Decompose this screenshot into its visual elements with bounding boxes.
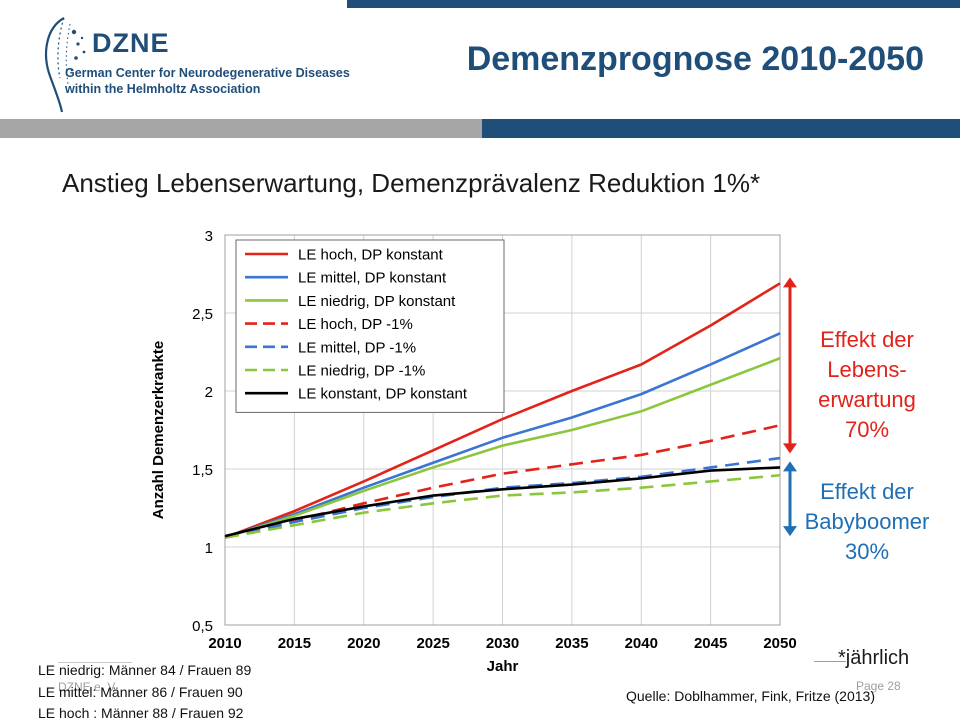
line-chart: 0,5 1 1,5 2 2,5 3 2010 2015 2020 2025 2030 2035 2040… bbox=[150, 228, 797, 675]
y-tick-label: 3 bbox=[205, 228, 213, 245]
x-tick-label: 2040 bbox=[625, 635, 658, 652]
series-line bbox=[224, 456, 781, 539]
x-tick-label: 2015 bbox=[278, 635, 311, 652]
x-tick-label: 2020 bbox=[347, 635, 380, 652]
annotation-line: Effekt der bbox=[820, 479, 914, 504]
y-tick-label: 1,5 bbox=[192, 462, 213, 479]
legend-label: LE niedrig, DP konstant bbox=[298, 293, 456, 310]
footnote: *jährlich bbox=[838, 647, 910, 669]
annotation-line: 30% bbox=[844, 539, 890, 564]
logo-wordmark: DZNE bbox=[92, 28, 170, 58]
x-tick-label: 2035 bbox=[555, 635, 588, 652]
x-tick-label: 2010 bbox=[208, 635, 241, 652]
x-axis-label: Jahr bbox=[487, 658, 519, 675]
slide-subtitle: Anstieg Lebenserwartung, Demenzprävalenz… bbox=[62, 168, 761, 198]
footer-rule bbox=[58, 662, 132, 663]
x-tick-label: 2045 bbox=[694, 635, 727, 652]
y-axis-label: Anzahl Demenzerkrankte bbox=[150, 341, 167, 519]
series-line bbox=[224, 473, 781, 539]
legend-label: LE niedrig, DP -1% bbox=[298, 363, 425, 380]
plot-area-border bbox=[224, 234, 781, 626]
logo-tagline-2: within the Helmholtz Association bbox=[65, 82, 261, 96]
effect-arrow-head bbox=[783, 277, 797, 288]
annotation-line: Lebens- bbox=[827, 357, 907, 382]
legend-label: LE mittel, DP -1% bbox=[298, 339, 416, 356]
effect-arrow-head bbox=[783, 526, 797, 537]
page-number: Page 28 bbox=[856, 679, 901, 693]
annotation-babyboomer: Effekt der Babyboomer 30% bbox=[782, 477, 952, 567]
series-line bbox=[224, 282, 781, 539]
annotation-line: erwartung bbox=[818, 387, 916, 412]
x-tick-label: 2025 bbox=[416, 635, 449, 652]
legend-label: LE konstant, DP konstant bbox=[298, 386, 468, 403]
legend-label: LE hoch, DP -1% bbox=[298, 316, 413, 333]
annotation-lebenserwartung: Effekt der Lebens- erwartung 70% bbox=[792, 325, 942, 445]
legend-label: LE mittel, DP konstant bbox=[298, 270, 447, 287]
y-tick-label: 2,5 bbox=[192, 306, 213, 323]
series-line bbox=[224, 357, 781, 539]
series-line bbox=[224, 466, 781, 538]
annotation-line: 70% bbox=[844, 417, 890, 442]
source-citation: Quelle: Doblhammer, Fink, Fritze (2013) bbox=[626, 688, 875, 704]
annotation-line: Effekt der bbox=[820, 327, 914, 352]
effect-arrow-head bbox=[783, 443, 797, 454]
legend-box bbox=[235, 239, 505, 413]
header-top-bar bbox=[347, 0, 960, 8]
effect-arrow-head bbox=[783, 461, 797, 472]
le-note-hoch: LE hoch : Männer 88 / Frauen 92 bbox=[38, 705, 244, 721]
footnote-rule bbox=[814, 661, 846, 662]
y-tick-label: 2 bbox=[205, 384, 213, 401]
legend-label: LE hoch, DP konstant bbox=[298, 247, 444, 264]
y-tick-label: 1 bbox=[205, 540, 213, 557]
header-band-blue bbox=[482, 119, 960, 138]
y-tick-label: 0,5 bbox=[192, 618, 213, 635]
dzne-logo-icon bbox=[44, 17, 86, 113]
logo-tagline-1: German Center for Neurodegenerative Dise… bbox=[65, 66, 350, 80]
le-note-mittel: LE mittel: Männer 86 / Frauen 90 bbox=[38, 684, 243, 700]
slide-title: Demenzprognose 2010-2050 bbox=[466, 40, 924, 78]
x-tick-label: 2030 bbox=[486, 635, 519, 652]
series-line bbox=[224, 332, 781, 539]
header-band-gray bbox=[0, 119, 482, 138]
annotation-line: Babyboomer bbox=[804, 509, 930, 534]
le-note-niedrig: LE niedrig: Männer 84 / Frauen 89 bbox=[38, 662, 252, 678]
x-tick-label: 2050 bbox=[763, 635, 796, 652]
footer-organization: DZNE e. V. bbox=[58, 680, 118, 694]
